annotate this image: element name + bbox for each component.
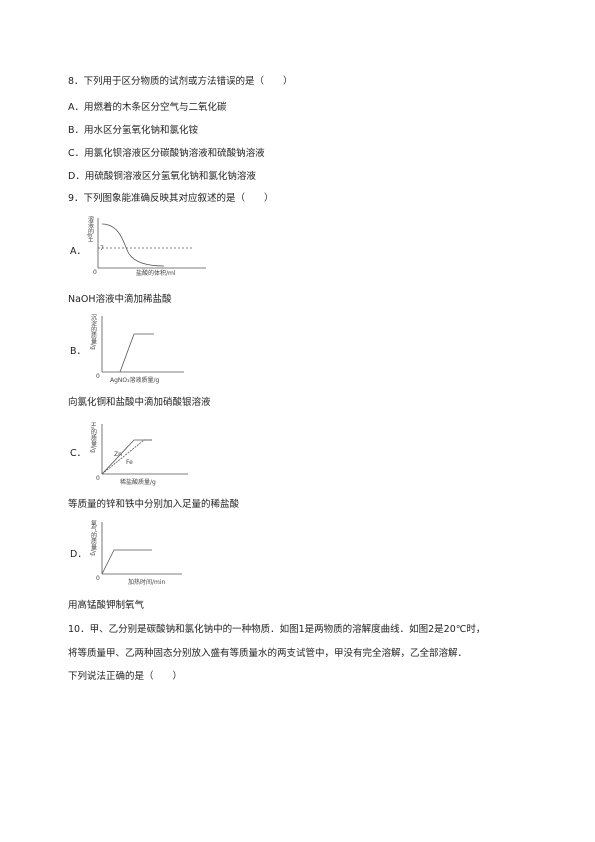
origin: 0	[96, 373, 100, 380]
question-stem: 8．下列用于区分物质的试剂或方法错误的是（ ）	[68, 76, 293, 87]
option-label: C．	[70, 448, 87, 459]
caption: 向氯化铜和盐酸中滴加硝酸银溶液	[68, 397, 211, 408]
question-stem: 10．甲、乙分别是碳酸钠和氯化钠中的一种物质．如图1是两物质的溶解度曲线．如图2…	[68, 624, 486, 635]
option-label: A．	[70, 246, 86, 257]
option-label: B．	[70, 346, 87, 357]
x-label: 加热时间/min	[128, 578, 166, 586]
question-stem: 下列说法正确的是（ ）	[68, 671, 183, 682]
x-label: 稀盐酸质量/g	[120, 478, 156, 486]
option: B．用水区分氢氧化钠和氯化铵	[68, 125, 199, 136]
y-label: H₂的质量/g	[90, 422, 97, 453]
graph: 沉淀的质量/g 0 AgNO₃溶液质量/g	[90, 313, 184, 384]
option: A．用燃着的木条区分空气与二氧化碳	[68, 102, 227, 113]
x-label: 盐酸的体积/ml	[136, 269, 176, 277]
origin: 0	[96, 575, 100, 582]
y-tick-label: 7	[100, 245, 104, 252]
question-stem: 将等质量甲、乙两种固态分别放入盛有等质量水的两支试管中，甲没有完全溶解，乙全部溶…	[68, 648, 468, 659]
option: D．用硫酸铜溶液区分氢氧化钠和氯化钠溶液	[68, 171, 256, 182]
line-label: Fe	[126, 459, 133, 466]
graph: 溶液的pH 7 0 盐酸的体积/ml	[87, 215, 206, 277]
caption: 等质量的锌和铁中分别加入足量的稀盐酸	[68, 499, 240, 510]
x-label: AgNO₃溶液质量/g	[110, 376, 160, 384]
origin: 0	[96, 475, 100, 482]
option-label: D．	[70, 549, 87, 560]
question-stem: 9．下列图象能准确反映其对应叙述的是（ ）	[68, 193, 274, 204]
line-label: Zn	[114, 451, 122, 458]
y-label: 氧气的质量/g	[90, 519, 97, 556]
graph: H₂的质量/g Zn Fe 0 稀盐酸质量/g	[90, 422, 188, 486]
graph: 氧气的质量/g 0 加热时间/min	[90, 519, 182, 586]
y-label: 沉淀的质量/g	[90, 313, 97, 350]
caption: 用高锰酸钾制氧气	[68, 600, 145, 611]
caption: NaOH溶液中滴加稀盐酸	[68, 294, 172, 305]
option: C．用氯化钡溶液区分碳酸钠溶液和硫酸钠溶液	[68, 148, 265, 159]
origin: 0	[93, 269, 97, 276]
y-label: 溶液的pH	[87, 215, 94, 242]
